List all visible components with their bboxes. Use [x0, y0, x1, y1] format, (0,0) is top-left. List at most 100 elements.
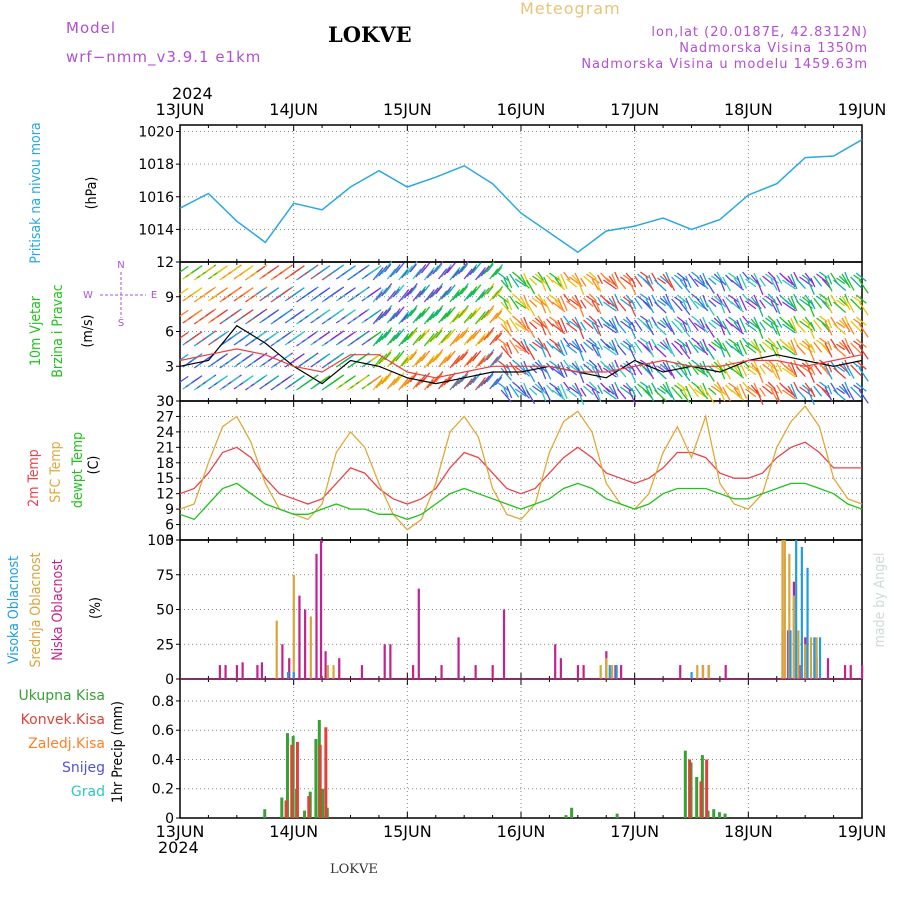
- wind-barb: [440, 374, 452, 388]
- wind-barb: [370, 375, 382, 384]
- wind-barb: [608, 341, 618, 354]
- wind-barb: [685, 319, 692, 333]
- wind-barb: [423, 289, 435, 303]
- wind-barb: [566, 344, 578, 354]
- temp-series-temp2m: [179, 441, 862, 505]
- wind-barb: [617, 300, 627, 312]
- wind-barb: [705, 345, 715, 360]
- date-label-bottom: 15JUN: [383, 822, 432, 841]
- wind-barb: [745, 344, 757, 354]
- y-tick-label: 18: [156, 456, 174, 472]
- wind-barb: [440, 308, 452, 322]
- wind-barb: [585, 295, 600, 306]
- wind-barb: [668, 278, 676, 291]
- wind-barb: [267, 331, 280, 340]
- wind-barb: [730, 367, 745, 379]
- wind-barb: [486, 263, 494, 273]
- wind-barb: [475, 311, 486, 325]
- pressure-series: [179, 139, 863, 254]
- wind-barb: [500, 345, 512, 359]
- year-top: 2024: [172, 84, 213, 103]
- wind-barb: [674, 318, 683, 326]
- wind-barb: [403, 309, 414, 321]
- wind-barb: [782, 367, 797, 378]
- wind-barb: [603, 323, 617, 334]
- wind-barb: [489, 356, 499, 368]
- wind-barb: [435, 263, 443, 273]
- wind-barb: [668, 388, 676, 401]
- wind-barb: [406, 349, 418, 363]
- cloud-bar-cloud_low: [417, 588, 420, 679]
- wind-barb: [858, 389, 869, 404]
- cloud-bar-cloud_low: [260, 662, 264, 679]
- wind-barb: [597, 340, 603, 351]
- wind-barb: [688, 383, 699, 398]
- wind-barb: [696, 320, 709, 334]
- wind-barb: [395, 284, 405, 296]
- wind-barb: [790, 361, 798, 378]
- wind-barb: [728, 360, 740, 369]
- wind-barb: [787, 363, 796, 376]
- wind-barb: [375, 313, 383, 323]
- wind-barb: [577, 301, 585, 318]
- wind-barb: [466, 308, 478, 322]
- wind-barb: [492, 286, 504, 300]
- wind-barb: [333, 331, 343, 339]
- wind-barb: [418, 354, 426, 364]
- wind-barb: [699, 384, 706, 395]
- wind-barb: [733, 365, 741, 375]
- wind-barb: [836, 365, 846, 373]
- wind-barb: [460, 329, 469, 339]
- wind-barb: [421, 262, 431, 274]
- wind-barb: [494, 288, 503, 298]
- wind-barb: [597, 274, 603, 285]
- cloud-bar-cloud_mid: [326, 665, 329, 679]
- wind-barb: [818, 337, 828, 345]
- wind-barb: [546, 318, 554, 327]
- wind-barb: [406, 305, 418, 319]
- wind-barb: [674, 340, 683, 348]
- wind-barb: [378, 265, 388, 277]
- wind-barb: [543, 276, 552, 292]
- wind-barb: [318, 375, 331, 384]
- precip-legend-3: Snijeg: [62, 760, 105, 776]
- wind-barb: [776, 318, 783, 328]
- wind-barb: [370, 309, 382, 318]
- wind-barb: [472, 306, 482, 318]
- wind-barb: [421, 328, 431, 340]
- wind-barb: [810, 299, 816, 310]
- wind-barb: [497, 272, 510, 282]
- wind-barb: [403, 287, 414, 299]
- wind-barb: [807, 345, 815, 361]
- cloud-bar-cloud_mid: [309, 616, 312, 679]
- wind-barb: [401, 357, 409, 367]
- wind-barb: [671, 364, 683, 378]
- y-tick-label: 25: [156, 637, 174, 653]
- wind-barb: [739, 339, 748, 355]
- wind-barb: [583, 341, 594, 352]
- wind-barb: [435, 307, 443, 317]
- wind-barb: [685, 297, 692, 311]
- wind-barb: [739, 383, 748, 399]
- wind-barb: [807, 367, 815, 383]
- wind-barb: [617, 344, 627, 356]
- wind-barb: [759, 365, 766, 375]
- wind-barb: [438, 378, 448, 390]
- wind-barb: [722, 364, 731, 380]
- wind-barb: [500, 301, 512, 315]
- wind-barb: [827, 274, 833, 285]
- wind-barb: [372, 289, 384, 303]
- product-title: Meteogram: [520, 0, 621, 18]
- wind-barb: [597, 318, 603, 329]
- wind-barb: [466, 286, 478, 300]
- wind-barb: [426, 379, 434, 389]
- cloud-bar-cloud_low: [582, 665, 585, 679]
- wind-barb: [457, 305, 469, 319]
- precip-bar-precip_total: [723, 813, 727, 818]
- date-label-bottom: 13JUN: [156, 822, 205, 841]
- wind-barb: [645, 342, 655, 358]
- wind-barb: [676, 382, 688, 392]
- wind-barb: [370, 287, 382, 296]
- wind-barb: [421, 306, 431, 318]
- wind-barb: [452, 291, 460, 301]
